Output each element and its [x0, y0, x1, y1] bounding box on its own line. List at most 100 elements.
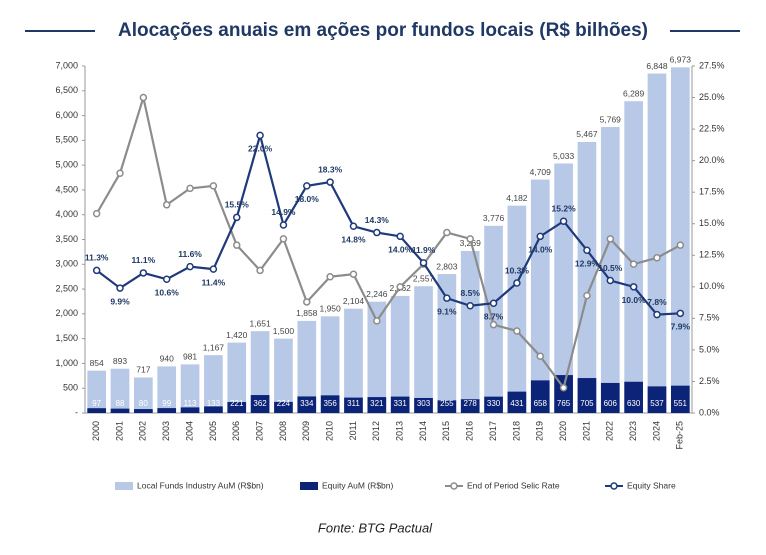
x-tick-label: 2017 — [488, 421, 498, 441]
point-label: 9.9% — [110, 296, 130, 306]
y-tick-label: 6,500 — [55, 85, 78, 95]
y2-tick-label: 5.0% — [699, 344, 720, 354]
bar — [624, 381, 643, 413]
point-label: 11.9% — [412, 245, 436, 255]
bar — [110, 368, 130, 413]
bar-label: 630 — [627, 399, 641, 408]
point-label: 14.8% — [341, 235, 366, 245]
line-marker — [326, 178, 334, 186]
bar — [670, 385, 690, 413]
point-label: 7.9% — [671, 322, 691, 332]
bar-label: 133 — [207, 399, 221, 408]
legend-label: End of Period Selic Rate — [467, 480, 560, 490]
bar — [297, 396, 317, 413]
line-marker — [629, 260, 638, 268]
line-marker — [653, 254, 661, 262]
x-tick-label: 2022 — [605, 421, 615, 441]
point-label: 11.4% — [202, 277, 226, 287]
point-label: 10.6% — [155, 287, 180, 297]
bar-label: 330 — [487, 399, 501, 408]
bar-label: 893 — [113, 356, 127, 366]
legend-swatch — [115, 482, 133, 490]
y-tick-label: 1,500 — [55, 333, 78, 343]
bar — [390, 396, 410, 413]
y-tick-label: 2,500 — [55, 283, 78, 293]
line-marker — [559, 384, 568, 392]
point-label: 11.1% — [132, 255, 156, 265]
bar — [600, 382, 620, 413]
line-marker — [139, 269, 148, 277]
y2-tick-label: 15.0% — [699, 218, 725, 228]
bar — [577, 378, 597, 413]
point-label: 10.5% — [598, 263, 623, 273]
line-marker — [279, 221, 288, 229]
line-marker — [559, 217, 568, 225]
legend-swatch — [610, 482, 618, 490]
bar — [414, 397, 433, 413]
y2-tick-label: 2.5% — [699, 376, 720, 386]
bar-label: 88 — [116, 399, 125, 408]
x-tick-label: 2019 — [535, 421, 545, 441]
bar-label: 311 — [347, 399, 360, 408]
line-marker — [676, 241, 685, 249]
line-marker — [209, 182, 218, 190]
bar-label: 5,033 — [553, 151, 575, 161]
x-tick-label: 2014 — [418, 421, 428, 441]
bar-label: 2,246 — [366, 289, 388, 299]
bar — [87, 408, 107, 413]
x-tick-label: Feb-25 — [675, 421, 685, 450]
bar — [227, 342, 247, 413]
point-label: 14.0% — [528, 245, 553, 255]
point-label: 18.3% — [318, 164, 343, 174]
bar-label: 6,848 — [646, 61, 668, 71]
bar-label: 113 — [184, 399, 197, 408]
bar-label: 224 — [277, 399, 291, 408]
bar-label: 1,858 — [296, 308, 318, 318]
bar — [460, 399, 480, 413]
y-tick-label: 6,000 — [55, 110, 78, 120]
line-marker — [629, 283, 638, 291]
bar-label: 981 — [183, 352, 197, 362]
x-tick-label: 2009 — [301, 421, 311, 441]
bar-label: 1,651 — [249, 318, 271, 328]
bar-label: 537 — [650, 399, 664, 408]
line-marker — [92, 209, 101, 218]
line-marker — [653, 310, 661, 319]
point-label: 14.9% — [271, 207, 296, 217]
line-marker — [326, 272, 334, 281]
x-tick-label: 2004 — [184, 421, 194, 441]
point-label: 9.1% — [437, 306, 457, 316]
y-tick-label: 3,000 — [55, 259, 78, 269]
bar — [274, 338, 293, 413]
bar-label: 3,776 — [483, 213, 505, 223]
bar — [180, 364, 200, 413]
line-marker — [396, 232, 404, 241]
line-marker — [443, 228, 451, 237]
x-tick-label: 2023 — [628, 421, 638, 441]
bar-label: 356 — [323, 399, 337, 408]
bar — [530, 179, 550, 413]
line-marker — [186, 184, 194, 193]
line-marker — [606, 276, 615, 285]
bar-label: 255 — [440, 399, 454, 408]
y-tick-label: 4,000 — [55, 209, 78, 219]
line-marker — [373, 317, 381, 325]
legend-label: Local Funds Industry AuM (R$bn) — [137, 480, 264, 490]
line-marker — [162, 275, 171, 283]
legend-label: Equity Share — [627, 480, 676, 490]
bar — [297, 320, 317, 413]
bar — [367, 301, 387, 413]
bar-label: 362 — [253, 399, 267, 408]
point-label: 11.6% — [178, 249, 202, 259]
line-marker — [303, 298, 311, 306]
line-marker — [513, 279, 521, 287]
line-marker — [349, 222, 358, 231]
bar — [530, 380, 550, 413]
source-note: Fonte: BTG Pactual — [318, 520, 433, 535]
line-marker — [209, 265, 218, 273]
bar-label: 221 — [230, 399, 244, 408]
x-tick-label: 2018 — [511, 421, 521, 441]
y-tick-label: 500 — [63, 383, 78, 393]
point-label: 8.7% — [484, 311, 504, 321]
